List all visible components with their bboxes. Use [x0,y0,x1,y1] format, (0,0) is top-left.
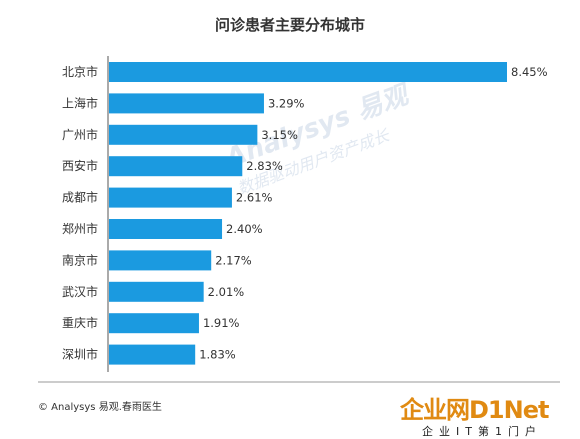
value-label: 3.29% [268,96,305,110]
value-label: 1.83% [199,348,236,362]
source-note: © Analysys 易观.春雨医生 [38,402,162,413]
value-label: 2.83% [246,159,283,173]
category-label: 上海市 [62,95,98,110]
brand-logo-sub: 企业IT第1门户 [422,425,542,438]
category-label: 广州市 [62,127,98,142]
value-label: 2.40% [226,222,263,236]
bar [109,187,232,208]
brand-logo-text: 企业网D1Net [400,396,549,424]
brand-logo-main: 企业网D1Net [400,390,575,425]
value-label: 1.91% [203,316,240,330]
category-label: 北京市 [62,64,98,79]
category-label: 武汉市 [62,284,98,299]
value-label: 2.61% [236,191,273,205]
category-label: 成都市 [62,190,98,205]
bar [109,93,264,114]
bar [109,281,204,302]
bar [109,156,243,177]
bar [109,124,258,145]
category-label: 深圳市 [62,347,98,362]
bar [109,344,196,365]
category-label: 郑州市 [62,221,98,236]
chart-title: 问诊患者主要分布城市 [214,16,365,34]
value-label: 2.17% [215,253,252,267]
value-label: 8.45% [511,65,548,79]
category-label: 南京市 [62,252,98,267]
value-label: 2.01% [208,285,245,299]
brand-logo: 企业网D1Net 企业IT第1门户 [400,390,575,438]
bar [109,250,212,271]
bar [109,219,223,239]
category-label: 西安市 [62,158,98,173]
value-label: 3.15% [261,128,298,142]
bar [109,313,199,334]
bar [109,62,507,82]
category-label: 重庆市 [62,315,98,330]
